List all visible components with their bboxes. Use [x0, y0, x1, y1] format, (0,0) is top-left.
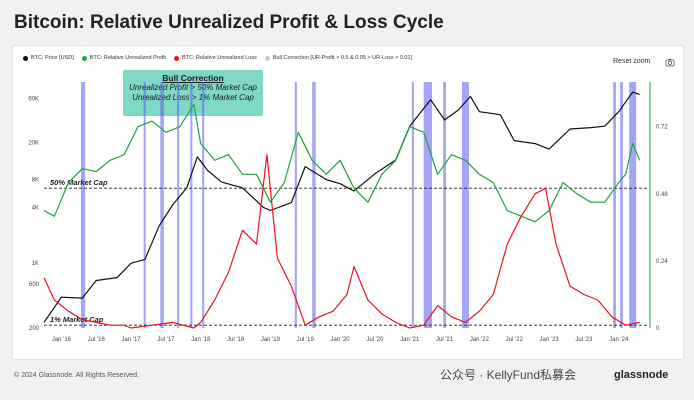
legend-label-price: BTC: Price [USD] — [31, 55, 74, 61]
legend-item-price[interactable]: BTC: Price [USD] — [23, 55, 74, 61]
y-right-tick-label: 0 — [656, 326, 660, 332]
x-tick-label: Jan '24 — [609, 337, 629, 343]
chart-card: BTC: Price [USD] BTC: Relative Unrealize… — [12, 45, 684, 360]
x-tick-label: Jul '16 — [88, 337, 106, 343]
y-right-tick-label: 0.72 — [656, 125, 668, 131]
camera-icon[interactable] — [665, 57, 675, 67]
x-tick-label: Jan '18 — [191, 337, 211, 343]
y-left-tick-label: 20K — [28, 141, 39, 147]
annotation-line-1: Unrealized Profit > 50% Market Cap — [129, 83, 257, 92]
bull-correction-band — [411, 82, 414, 328]
y-left-tick-label: 200 — [29, 326, 40, 332]
x-tick-label: Jul '18 — [227, 337, 245, 343]
bull-correction-band — [620, 82, 623, 328]
legend: BTC: Price [USD] BTC: Relative Unrealize… — [23, 55, 412, 61]
series-line — [43, 91, 640, 323]
x-tick-label: Jan '17 — [121, 337, 141, 343]
bull-correction-band — [143, 82, 146, 328]
y-left-tick-label: 8K — [32, 177, 39, 183]
x-tick-label: Jan '23 — [539, 337, 559, 343]
x-tick-label: Jul '19 — [297, 337, 315, 343]
annotation-line-2: Unrealized Loss > 1% Market Cap — [132, 93, 254, 102]
x-tick-label: Jul '22 — [506, 337, 524, 343]
x-tick-label: Jul '20 — [366, 337, 384, 343]
legend-marker-price — [23, 55, 28, 61]
bull-correction-band — [294, 82, 297, 328]
legend-item-loss[interactable]: BTC: Relative Unrealized Loss — [173, 55, 257, 61]
bull-correction-band — [629, 82, 637, 328]
annotation-heading: Bull Correction — [162, 73, 224, 83]
copyright-footer: © 2024 Glassnode. All Rights Reserved. — [14, 372, 140, 379]
y-left-tick-label: 60K — [28, 96, 39, 102]
bull-correction-band — [443, 82, 446, 328]
brand-logo-text: glassnode — [614, 369, 669, 381]
x-tick-label: Jan '21 — [400, 337, 420, 343]
bull-correction-annotation: Bull Correction Unrealized Profit > 50% … — [123, 70, 263, 116]
watermark-text: 公众号 · KellyFund私募会 — [440, 368, 577, 382]
bull-correction-band — [423, 82, 433, 328]
legend-item-bull[interactable]: Bull Correction [UR-Profit > 0.5 & 0.05 … — [264, 55, 413, 61]
legend-item-profit[interactable]: BTC: Relative Unrealized Profit — [81, 55, 166, 61]
legend-marker-loss — [173, 55, 179, 61]
x-tick-label: Jan '20 — [330, 337, 350, 343]
x-tick-label: Jul '23 — [575, 337, 593, 343]
x-tick-label: Jul '21 — [436, 337, 454, 343]
bull-correction-band — [312, 82, 316, 328]
bull-correction-band — [177, 82, 180, 328]
bull-correction-band — [160, 82, 164, 328]
y-left-tick-label: 4K — [32, 205, 39, 211]
reset-zoom-button[interactable]: Reset zoom — [613, 58, 651, 65]
y-right-tick-label: 0.48 — [656, 192, 668, 198]
bull-correction-band — [190, 82, 193, 328]
y-left-tick-label: 1K — [32, 261, 39, 267]
series-line — [43, 103, 641, 223]
series-line — [43, 154, 640, 329]
bull-correction-band — [80, 82, 86, 328]
legend-marker-profit — [81, 55, 87, 61]
x-tick-label: Jan '16 — [52, 337, 72, 343]
legend-label-loss: BTC: Relative Unrealized Loss — [181, 55, 257, 61]
legend-label-bull: Bull Correction [UR-Profit > 0.5 & 0.05 … — [272, 55, 413, 61]
y-left-tick-label: 600 — [29, 282, 40, 288]
reference-line-label: 50% Market Cap — [50, 178, 108, 187]
x-tick-label: Jul '17 — [157, 337, 175, 343]
bull-correction-band — [461, 82, 469, 328]
y-right-tick-label: 0.24 — [656, 259, 668, 265]
legend-marker-bull — [264, 55, 270, 61]
reference-line-label: 1% Market Cap — [50, 315, 104, 324]
legend-label-profit: BTC: Relative Unrealized Profit — [89, 55, 166, 61]
x-tick-label: Jan '22 — [470, 337, 490, 343]
bull-correction-band — [202, 82, 205, 328]
page-title: Bitcoin: Relative Unrealized Profit & Lo… — [14, 12, 444, 33]
bull-correction-band — [613, 82, 616, 328]
x-tick-label: Jan '19 — [261, 337, 281, 343]
